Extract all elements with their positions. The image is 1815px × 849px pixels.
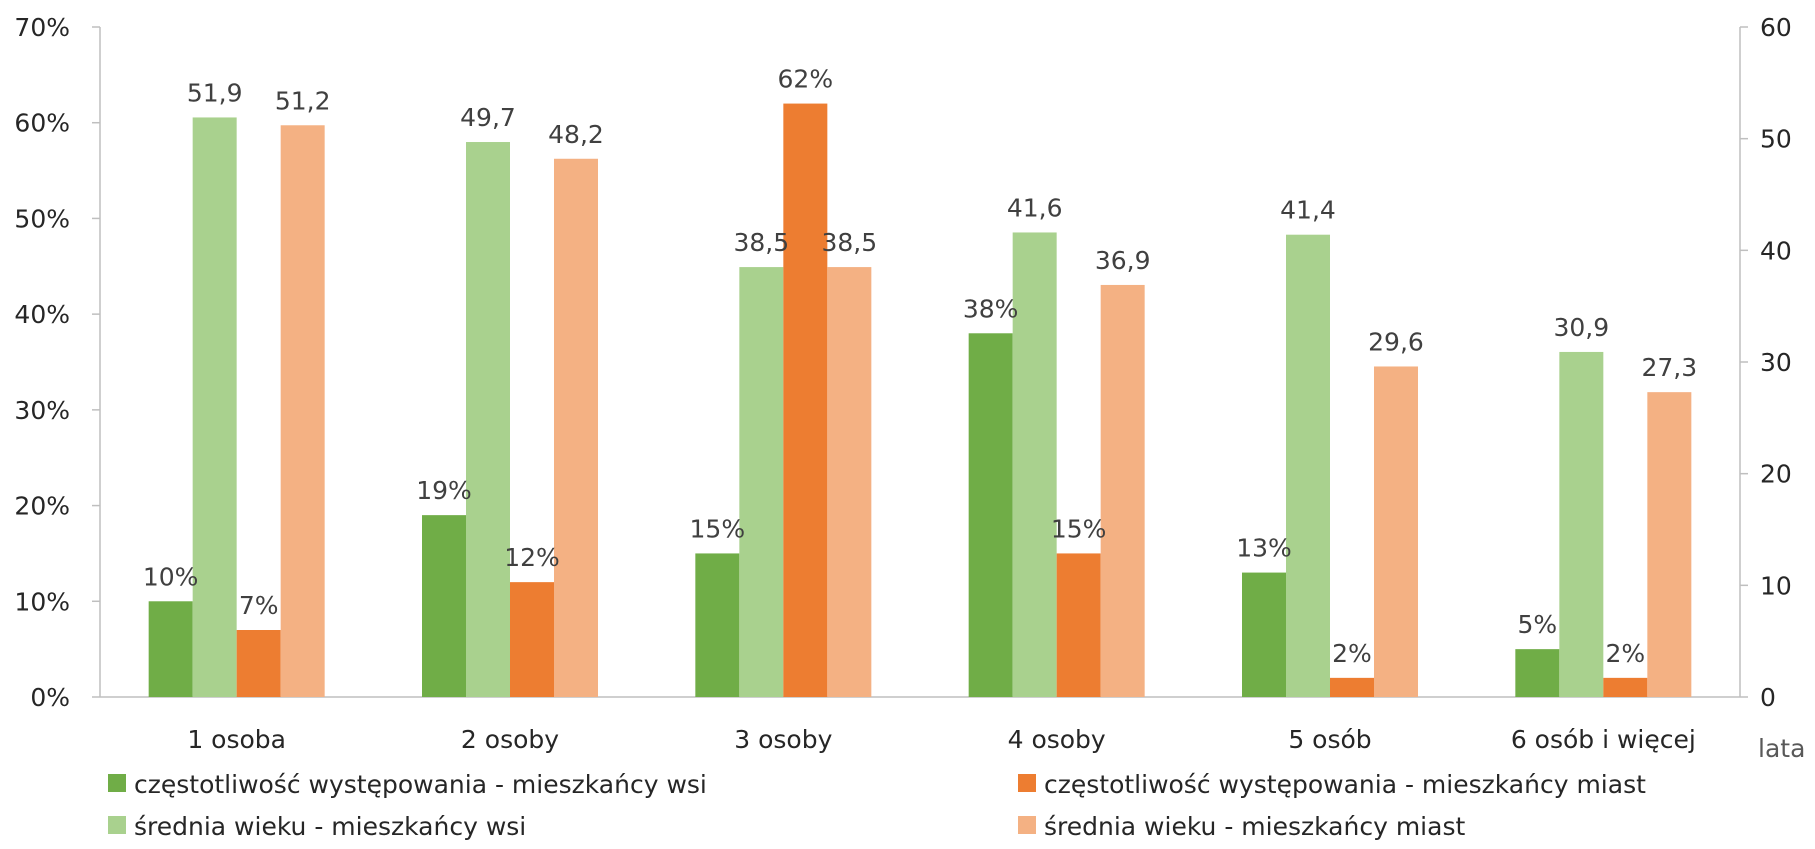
legend-swatch	[108, 774, 126, 792]
data-label: 19%	[416, 476, 472, 505]
data-labels: 10% 51,9 7% 51,2 19% 49,7 12% 48,2 15% 38,5 62% 38,…	[143, 65, 1697, 668]
bar	[236, 630, 281, 697]
data-label: 12%	[504, 543, 560, 572]
data-label: 27,3	[1641, 353, 1697, 382]
legend-label: częstotliwość występowania - mieszkańcy …	[134, 770, 707, 799]
bar	[148, 601, 193, 697]
data-label: 15%	[1051, 514, 1107, 543]
data-label: 49,7	[460, 103, 516, 132]
left-tick-label: 0%	[30, 683, 70, 712]
category-label: 4 osoby	[1008, 725, 1106, 754]
right-tick-label: 50	[1760, 125, 1792, 154]
data-label: 15%	[690, 514, 746, 543]
data-label: 2%	[1605, 639, 1645, 668]
data-label: 62%	[778, 65, 834, 94]
bar	[968, 333, 1013, 697]
category-label: 3 osoby	[734, 725, 832, 754]
legend-label: średnia wieku - mieszkańcy wsi	[134, 812, 526, 841]
data-label: 41,6	[1007, 193, 1063, 222]
bar	[280, 125, 325, 698]
legend-label: częstotliwość występowania - mieszkańcy …	[1044, 770, 1646, 799]
data-label: 13%	[1236, 534, 1292, 563]
right-axis-unit-label: lata	[1758, 734, 1805, 763]
category-label: 1 osoba	[187, 725, 286, 754]
bar	[827, 267, 872, 697]
bar	[1515, 649, 1560, 697]
category-label: 5 osób	[1288, 725, 1371, 754]
category-label: 2 osoby	[461, 725, 559, 754]
bar	[695, 553, 740, 697]
data-label: 5%	[1517, 610, 1557, 639]
legend: częstotliwość występowania - mieszkańcy …	[108, 770, 1646, 841]
data-label: 30,9	[1553, 313, 1609, 342]
data-label: 29,6	[1368, 327, 1424, 356]
left-tick-label: 60%	[14, 109, 70, 138]
legend-swatch	[1018, 774, 1036, 792]
data-label: 7%	[239, 591, 279, 620]
bars	[148, 103, 1692, 698]
bar	[1603, 677, 1648, 697]
right-tick-label: 30	[1760, 348, 1792, 377]
right-tick-label: 0	[1760, 683, 1776, 712]
left-tick-label: 50%	[14, 204, 70, 233]
bar	[554, 158, 598, 697]
bar	[510, 582, 554, 697]
bar	[192, 117, 237, 697]
bar	[1286, 234, 1330, 697]
right-tick-label: 10	[1760, 571, 1792, 600]
legend-swatch	[108, 816, 126, 834]
bar	[1559, 351, 1604, 697]
data-label: 36,9	[1095, 246, 1151, 275]
data-label: 38%	[963, 294, 1019, 323]
right-tick-label: 20	[1760, 460, 1792, 489]
legend-label: średnia wieku - mieszkańcy miast	[1044, 812, 1465, 841]
data-label: 38,5	[733, 228, 789, 257]
left-tick-label: 40%	[14, 300, 70, 329]
bar	[1242, 572, 1286, 697]
bar	[1647, 392, 1692, 697]
left-tick-label: 10%	[14, 587, 70, 616]
left-tick-label: 30%	[14, 396, 70, 425]
bar	[739, 267, 784, 697]
right-tick-label: 40	[1760, 236, 1792, 265]
category-label: 6 osób i więcej	[1511, 725, 1696, 754]
data-label: 51,2	[275, 86, 331, 115]
data-label: 51,9	[187, 78, 243, 107]
bar	[1330, 677, 1374, 697]
bar	[422, 515, 466, 697]
left-tick-label: 70%	[14, 13, 70, 42]
bar	[466, 142, 510, 697]
data-label: 41,4	[1280, 196, 1336, 225]
bar	[783, 103, 828, 698]
bar	[1374, 366, 1418, 697]
data-label: 2%	[1332, 639, 1372, 668]
data-label: 38,5	[821, 228, 877, 257]
data-label: 48,2	[548, 120, 604, 149]
bar	[1100, 284, 1145, 697]
legend-swatch	[1018, 816, 1036, 834]
axes: 0% 10% 20% 30% 40% 50% 60% 70% 0 10 20 30 40 50 60 lata…	[14, 13, 1805, 763]
left-tick-label: 20%	[14, 492, 70, 521]
bar	[1056, 553, 1101, 697]
right-tick-label: 60	[1760, 13, 1792, 42]
bar	[1012, 232, 1057, 697]
data-label: 10%	[143, 562, 199, 591]
